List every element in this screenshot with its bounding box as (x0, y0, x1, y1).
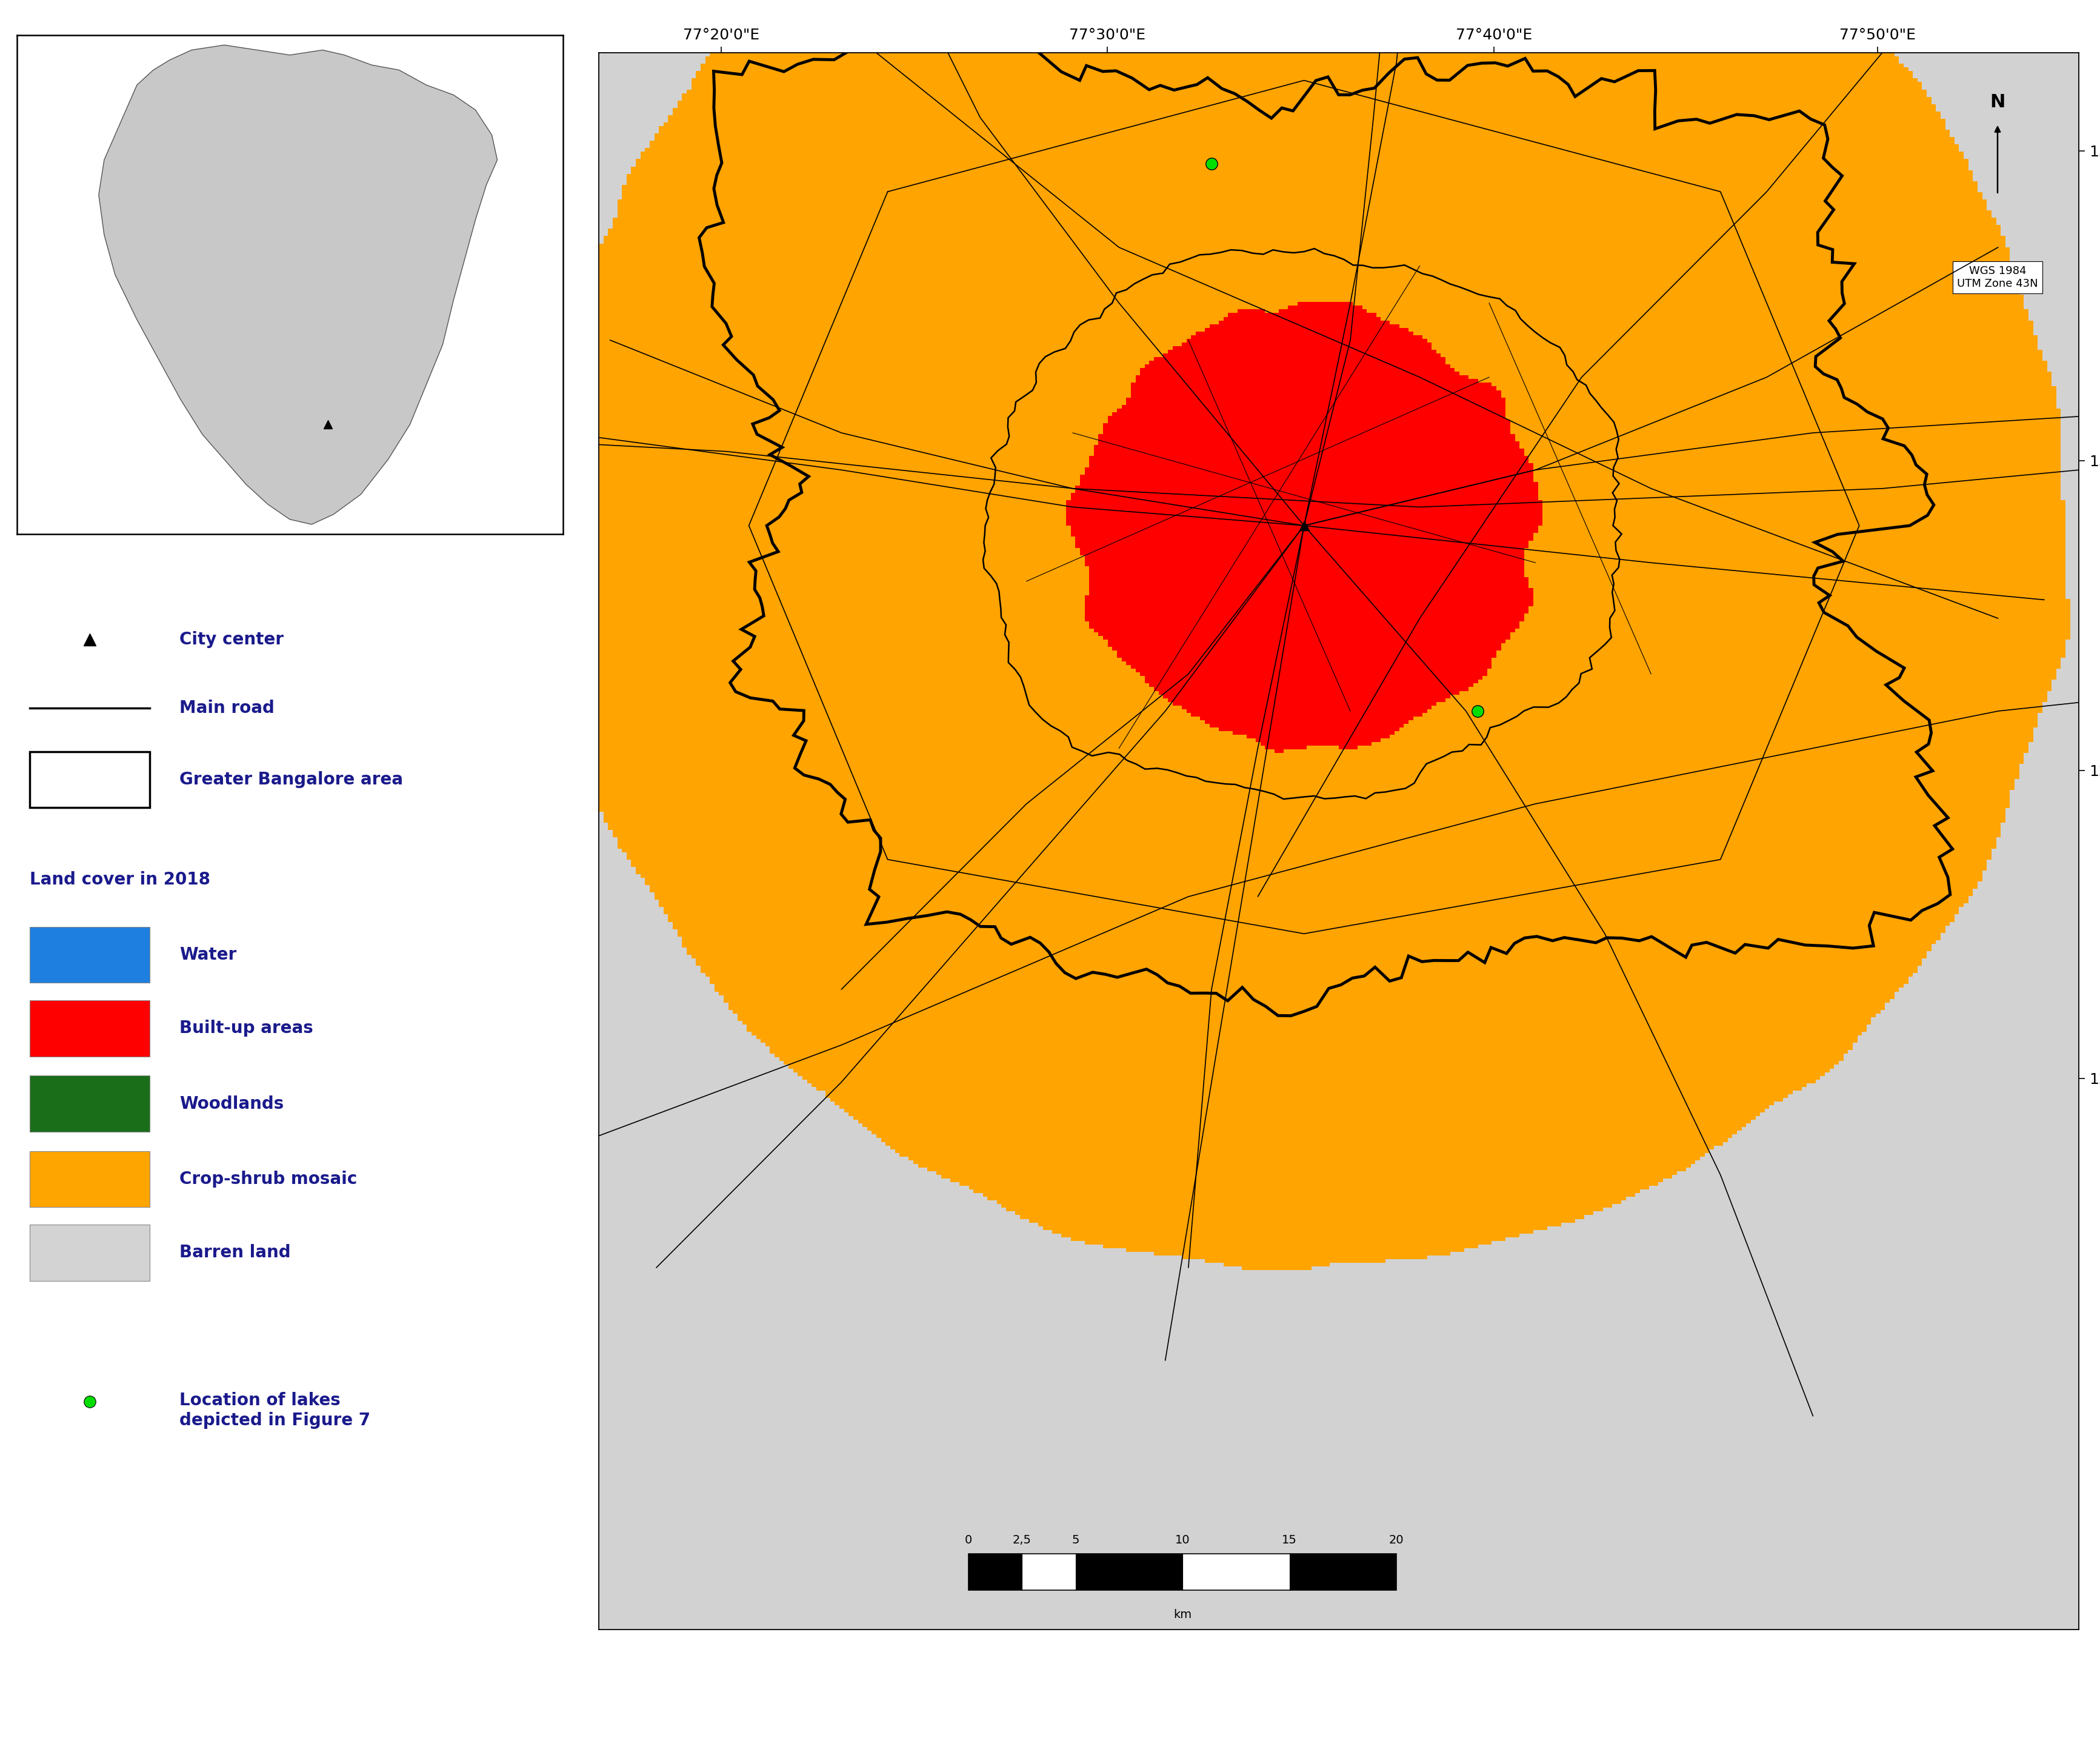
Bar (968, 1554, 1396, 1591)
Text: Greater Bangalore area: Greater Bangalore area (179, 771, 403, 788)
Text: 2,5: 2,5 (1012, 1535, 1031, 1545)
Bar (29, 927, 149, 983)
Bar (1182, 1554, 1289, 1591)
Text: Location of lakes
depicted in Figure 7: Location of lakes depicted in Figure 7 (179, 1393, 370, 1428)
Text: km: km (1174, 1608, 1191, 1621)
Text: Barren land: Barren land (179, 1244, 290, 1261)
Bar (29, 1000, 149, 1056)
Text: WGS 1984
UTM Zone 43N: WGS 1984 UTM Zone 43N (1957, 266, 2039, 289)
Bar (1023, 1554, 1075, 1591)
Text: 0: 0 (964, 1535, 972, 1545)
Text: Water: Water (179, 946, 237, 964)
Text: City center: City center (179, 631, 284, 648)
Bar (968, 1554, 1023, 1591)
Text: 5: 5 (1071, 1535, 1079, 1545)
Text: Built-up areas: Built-up areas (179, 1020, 313, 1037)
Bar (29, 1225, 149, 1281)
Text: 10: 10 (1176, 1535, 1191, 1545)
Text: 20: 20 (1388, 1535, 1403, 1545)
Bar (1289, 1554, 1396, 1591)
Text: Woodlands: Woodlands (179, 1095, 284, 1113)
Bar (1075, 1554, 1182, 1591)
Bar (29, 1076, 149, 1132)
Text: N: N (1991, 93, 2006, 110)
Polygon shape (99, 46, 498, 524)
Text: Main road: Main road (179, 699, 275, 717)
Text: 15: 15 (1281, 1535, 1298, 1545)
Bar (29, 752, 149, 808)
Text: Crop-shrub mosaic: Crop-shrub mosaic (179, 1170, 357, 1188)
Text: Land cover in 2018: Land cover in 2018 (29, 871, 210, 888)
Bar (29, 1151, 149, 1207)
